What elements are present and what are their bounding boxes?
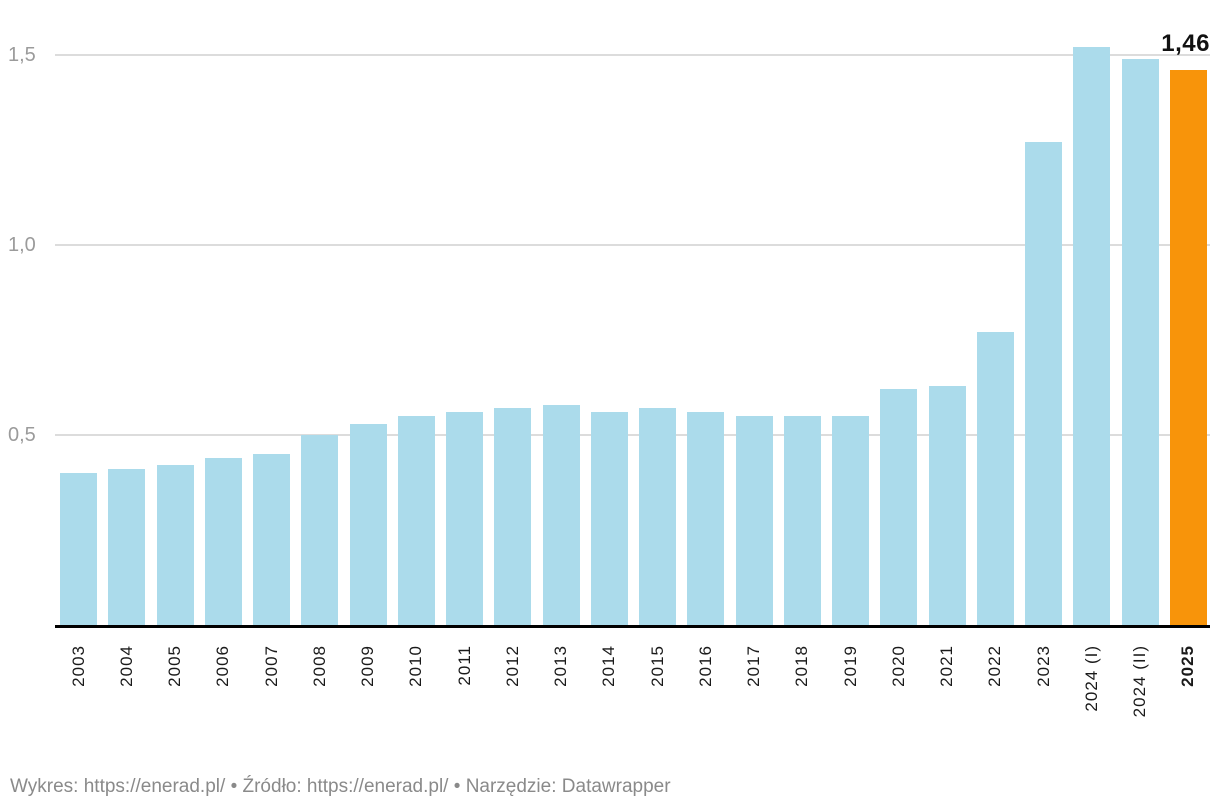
x-tick-2008: 2008 <box>301 645 338 749</box>
bar-2013 <box>542 405 580 625</box>
x-tick-label: 2018 <box>792 645 812 687</box>
bar-2012 <box>494 408 532 625</box>
bar-2020 <box>880 389 918 625</box>
x-tick-label: 2012 <box>502 645 522 687</box>
bar-2024 (I) <box>1073 47 1111 625</box>
bar-2006 <box>204 458 242 625</box>
x-tick-2003: 2003 <box>60 645 97 749</box>
x-tick-2020: 2020 <box>880 645 917 749</box>
chart-footer: Wykres: https://enerad.pl/ • Źródło: htt… <box>10 776 1220 798</box>
x-tick-label: 2005 <box>165 645 184 687</box>
footer-source-link[interactable]: https://enerad.pl/ <box>306 776 449 797</box>
bar-2015 <box>639 408 676 625</box>
x-tick-2015: 2015 <box>639 645 676 749</box>
y-tick-label: 1,5 <box>8 44 36 66</box>
footer-tool-label: Narzędzie: <box>465 776 557 797</box>
y-tick-label: 0,5 <box>8 424 36 446</box>
x-tick-2025: 2025 <box>1170 645 1207 749</box>
gridline <box>55 434 1210 436</box>
x-tick-2023: 2023 <box>1025 645 1062 749</box>
bar-2014 <box>590 412 628 625</box>
x-tick-label: 2009 <box>358 645 377 687</box>
x-tick-2016: 2016 <box>687 645 724 749</box>
bars-container <box>55 40 1210 625</box>
x-tick-2009: 2009 <box>350 645 387 749</box>
x-axis-labels: 2003 2004 2005 2006 2007 2008 2009 2010 2011 2012… <box>55 628 1210 749</box>
x-tick-label: 2003 <box>68 645 88 687</box>
bar-2008 <box>301 435 339 625</box>
x-tick-2006: 2006 <box>205 645 242 749</box>
footer-separator: • <box>230 776 238 797</box>
x-tick-label: 2024 (II) <box>1130 645 1149 718</box>
x-tick-label: 2007 <box>261 645 281 687</box>
x-tick-label: 2004 <box>116 645 136 687</box>
x-tick-2024 (II): 2024 (II) <box>1122 645 1159 749</box>
x-tick-label: 2017 <box>744 645 763 687</box>
bar-2018 <box>783 416 821 625</box>
bar-2004 <box>108 469 146 625</box>
bar-2003 <box>60 473 97 625</box>
x-tick-label: 2021 <box>937 645 956 687</box>
x-tick-label: 2015 <box>647 645 667 687</box>
x-tick-2014: 2014 <box>591 645 628 749</box>
plot-area: 0,5 1,0 1,5 1,46 <box>8 30 1210 628</box>
bar-2007 <box>253 454 290 625</box>
bar-2019 <box>832 416 869 625</box>
bar-2005 <box>156 465 194 625</box>
bar-2021 <box>928 386 966 625</box>
footer-chart-label: Wykres: <box>10 776 79 797</box>
bar-2024 (II) <box>1121 59 1159 625</box>
bar-chart: 0,5 1,0 1,5 1,46 2003 2004 2005 2006 2007 2008 2… <box>8 30 1210 749</box>
x-tick-2011: 2011 <box>446 645 483 749</box>
x-tick-2021: 2021 <box>929 645 966 749</box>
footer-chart-link[interactable]: https://enerad.pl/ <box>83 776 226 797</box>
bar-value-annotation: 1,46 <box>1161 30 1210 58</box>
x-tick-label: 2008 <box>309 645 329 687</box>
bar-2009 <box>349 424 387 625</box>
bar-2010 <box>397 416 435 625</box>
x-tick-2004: 2004 <box>108 645 145 749</box>
footer-tool-link[interactable]: Datawrapper <box>561 776 671 797</box>
x-tick-label: 2011 <box>454 645 474 686</box>
x-tick-2024 (I): 2024 (I) <box>1073 645 1110 749</box>
x-tick-label: 2022 <box>985 645 1005 687</box>
x-tick-label: 2016 <box>695 645 715 687</box>
bar-2025 <box>1169 70 1207 625</box>
x-tick-2012: 2012 <box>494 645 531 749</box>
gridline <box>55 54 1210 56</box>
x-tick-2007: 2007 <box>253 645 290 749</box>
footer-separator: • <box>453 776 461 797</box>
x-tick-label: 2023 <box>1033 645 1053 687</box>
x-tick-label: 2013 <box>551 645 570 687</box>
bar-2023 <box>1025 142 1062 625</box>
x-tick-2018: 2018 <box>784 645 821 749</box>
x-tick-2013: 2013 <box>543 645 580 749</box>
x-tick-label: 2020 <box>888 645 908 687</box>
x-tick-2019: 2019 <box>832 645 869 749</box>
gridline <box>55 244 1210 246</box>
x-tick-2005: 2005 <box>157 645 194 749</box>
x-tick-label: 2014 <box>599 645 619 687</box>
x-tick-label: 2006 <box>213 645 233 687</box>
x-tick-label: 2025 <box>1178 645 1198 687</box>
bar-2011 <box>446 412 483 625</box>
bar-2022 <box>976 332 1014 625</box>
x-tick-2022: 2022 <box>977 645 1014 749</box>
footer-source-label: Źródło: <box>242 776 302 797</box>
bar-2016 <box>687 412 725 625</box>
x-tick-label: 2010 <box>406 645 426 687</box>
x-tick-2017: 2017 <box>736 645 773 749</box>
y-tick-label: 1,0 <box>8 234 36 256</box>
x-tick-label: 2024 (I) <box>1081 645 1101 712</box>
x-tick-2010: 2010 <box>398 645 435 749</box>
bar-2017 <box>735 416 773 625</box>
x-tick-label: 2019 <box>840 645 860 687</box>
